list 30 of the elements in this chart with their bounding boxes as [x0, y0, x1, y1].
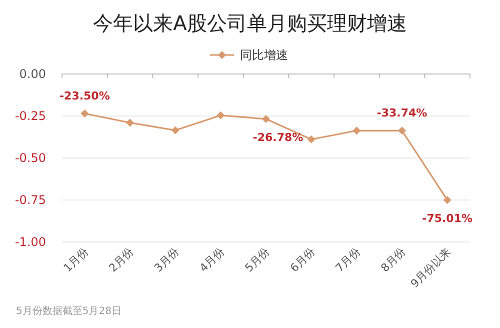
x-tick-label: 5月份: [242, 244, 272, 275]
data-label: -26.78%: [252, 130, 304, 144]
point: [443, 196, 452, 204]
point: [307, 135, 316, 144]
x-tick-label: 4月份: [197, 244, 227, 275]
x-tick-label: 9月份以来: [408, 244, 454, 290]
x-tick-label: 2月份: [106, 244, 136, 275]
data-label: -33.74%: [376, 106, 428, 120]
point: [171, 126, 180, 134]
text: 5月份数据截至5月28日: [16, 305, 122, 317]
chart-title: 今年以来A股公司单月购买理财增速: [93, 11, 407, 35]
point: [216, 111, 225, 120]
y-tick-label: -0.50: [14, 151, 46, 165]
legend-label: 同比增速: [240, 48, 288, 62]
x-tick-label: 8月份: [378, 244, 408, 275]
x-tick-label: 1月份: [61, 244, 91, 275]
x-tick-label: 3月份: [152, 244, 182, 275]
y-tick-label: -0.25: [14, 109, 46, 123]
x-tick-label: 6月份: [288, 244, 318, 275]
point: [398, 126, 406, 135]
y-tick-label: -0.75: [14, 193, 46, 207]
data-label: -23.50%: [59, 89, 110, 102]
y-tick-label: -1.00: [14, 235, 46, 249]
point: [80, 109, 89, 118]
data-label: -75.01%: [422, 212, 473, 226]
x-tick-label: 7月份: [333, 244, 363, 275]
point: [352, 126, 361, 135]
y-tick-label: 0.00: [19, 67, 46, 81]
point: [262, 114, 270, 123]
point: [126, 118, 134, 127]
